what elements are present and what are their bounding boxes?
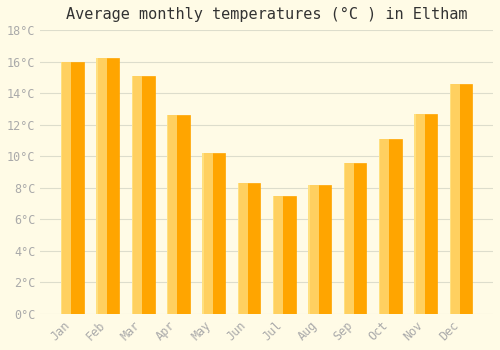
Bar: [414, 114, 424, 314]
Bar: [414, 114, 416, 314]
Bar: [450, 84, 460, 314]
Bar: [238, 183, 239, 314]
Bar: [450, 84, 451, 314]
Bar: [96, 58, 119, 314]
Bar: [273, 196, 274, 314]
Bar: [61, 62, 71, 314]
Bar: [132, 76, 154, 314]
Bar: [308, 184, 318, 314]
Bar: [61, 62, 62, 314]
Bar: [167, 115, 190, 314]
Bar: [238, 183, 248, 314]
Bar: [379, 139, 389, 314]
Bar: [379, 139, 380, 314]
Bar: [450, 84, 472, 314]
Bar: [308, 184, 310, 314]
Bar: [61, 62, 84, 314]
Bar: [202, 153, 203, 314]
Bar: [308, 184, 331, 314]
Title: Average monthly temperatures (°C ) in Eltham: Average monthly temperatures (°C ) in El…: [66, 7, 468, 22]
Bar: [273, 196, 296, 314]
Bar: [202, 153, 225, 314]
Bar: [167, 115, 177, 314]
Bar: [132, 76, 142, 314]
Bar: [344, 162, 345, 314]
Bar: [344, 162, 366, 314]
Bar: [238, 183, 260, 314]
Bar: [202, 153, 212, 314]
Bar: [96, 58, 106, 314]
Bar: [167, 115, 168, 314]
Bar: [414, 114, 437, 314]
Bar: [132, 76, 133, 314]
Bar: [273, 196, 283, 314]
Bar: [96, 58, 98, 314]
Bar: [344, 162, 354, 314]
Bar: [379, 139, 402, 314]
